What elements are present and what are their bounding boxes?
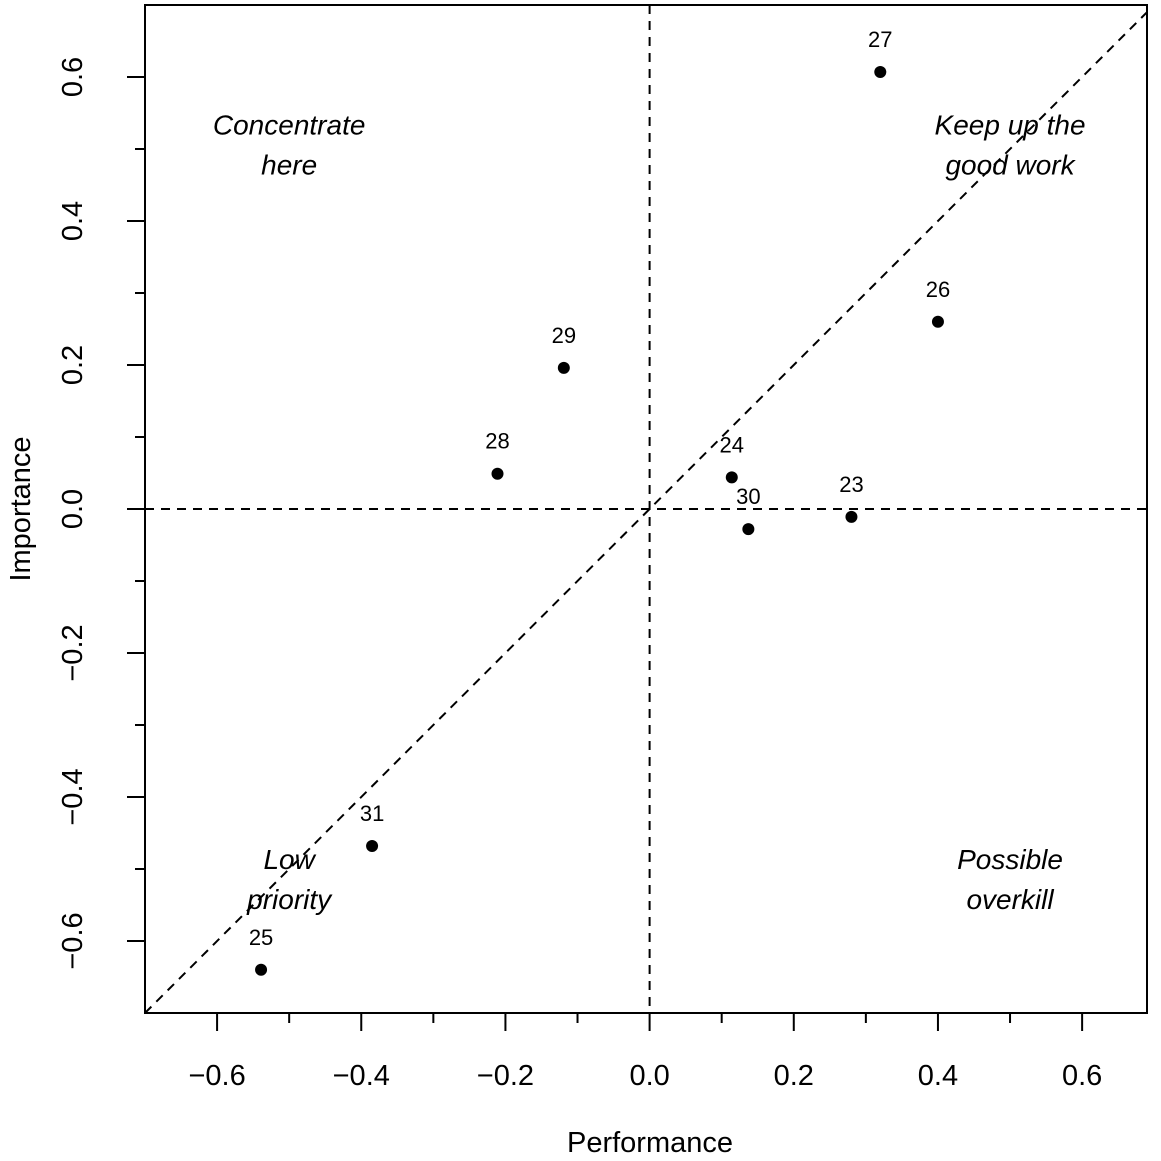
x-tick-label: 0.0 xyxy=(629,1060,669,1092)
quadrant-annotation: Keep up the good work xyxy=(935,110,1086,181)
y-tick-label: 0.6 xyxy=(57,57,89,97)
point-label: 27 xyxy=(868,27,892,52)
point-marker xyxy=(931,315,944,328)
point-label: 23 xyxy=(839,472,863,497)
y-tick-label: −0.4 xyxy=(57,768,89,825)
annotation-line: Possible xyxy=(957,844,1063,875)
data-point-25: 25 xyxy=(249,925,273,976)
annotation-line: Low xyxy=(263,844,316,875)
quadrant-annotation: Possible overkill xyxy=(957,844,1063,915)
y-axis-label: Importance xyxy=(5,436,37,581)
point-marker xyxy=(725,471,738,484)
point-marker xyxy=(366,839,379,852)
data-point-23: 23 xyxy=(839,472,864,523)
annotations: Concentrate here Keep up the good work Low pr… xyxy=(213,110,1086,915)
x-tick-label: 0.4 xyxy=(918,1060,958,1092)
point-marker xyxy=(491,467,504,480)
quadrant-annotation: Low priority xyxy=(246,844,333,915)
annotation-line: overkill xyxy=(966,884,1054,915)
x-tick-label: −0.2 xyxy=(477,1060,534,1092)
point-label: 26 xyxy=(926,277,950,302)
x-tick-label: 0.2 xyxy=(774,1060,814,1092)
point-label: 30 xyxy=(736,484,760,509)
x-axis: −0.6 −0.4 −0.2 0.0 0.2 0.4 0.6 xyxy=(188,1013,1102,1092)
annotation-line: good work xyxy=(945,150,1076,181)
point-marker xyxy=(255,963,268,976)
point-label: 28 xyxy=(485,429,509,454)
y-axis: −0.6 −0.4 −0.2 0.0 0.2 0.4 0.6 xyxy=(57,57,145,970)
x-tick-label: −0.6 xyxy=(188,1060,245,1092)
x-tick-label: −0.4 xyxy=(333,1060,390,1092)
diagonal-line xyxy=(144,11,1148,1014)
annotation-line: Concentrate xyxy=(213,110,366,141)
data-point-30: 30 xyxy=(736,484,761,536)
points: 23 24 25 26 27 28 29 30 31 xyxy=(249,27,950,976)
point-marker xyxy=(845,510,858,523)
annotation-line: priority xyxy=(246,884,333,915)
annotation-line: here xyxy=(261,150,317,181)
point-label: 31 xyxy=(360,801,384,826)
y-tick-label: −0.6 xyxy=(57,912,89,969)
point-label: 25 xyxy=(249,925,273,950)
data-point-28: 28 xyxy=(485,429,510,480)
y-tick-label: 0.0 xyxy=(57,489,89,529)
y-tick-label: 0.2 xyxy=(57,345,89,385)
reference-lines xyxy=(144,5,1148,1014)
quadrant-annotation: Concentrate here xyxy=(213,110,366,181)
x-axis-label: Performance xyxy=(567,1127,733,1159)
y-tick-label: −0.2 xyxy=(57,624,89,681)
data-point-24: 24 xyxy=(720,432,744,484)
annotation-line: Keep up the xyxy=(935,110,1086,141)
y-tick-label: 0.4 xyxy=(57,201,89,241)
point-marker xyxy=(742,523,755,536)
point-label: 24 xyxy=(720,432,744,457)
point-marker xyxy=(557,361,570,374)
point-marker xyxy=(874,65,887,78)
point-label: 29 xyxy=(552,323,576,348)
data-point-31: 31 xyxy=(360,801,384,852)
data-point-27: 27 xyxy=(868,27,893,78)
data-point-29: 29 xyxy=(552,323,576,374)
x-tick-label: 0.6 xyxy=(1062,1060,1102,1092)
data-point-26: 26 xyxy=(926,277,950,328)
